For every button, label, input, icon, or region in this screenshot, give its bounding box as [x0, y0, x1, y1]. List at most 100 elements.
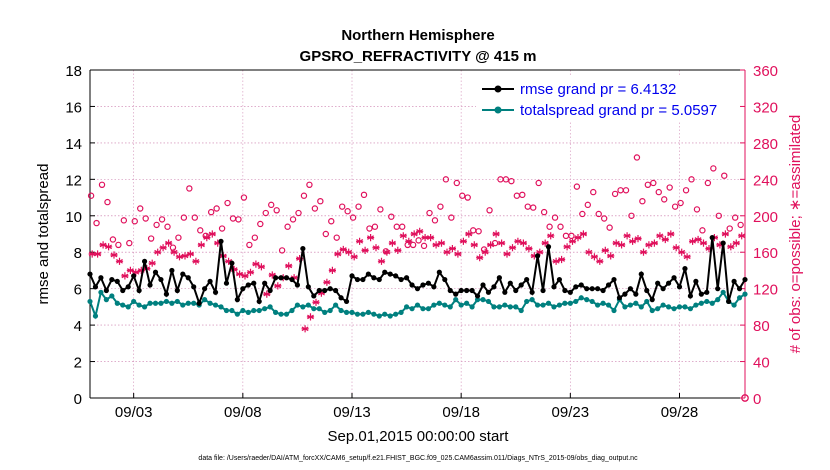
totalspread-point [578, 295, 584, 301]
totalspread-point [622, 304, 628, 310]
totalspread-point [349, 309, 355, 315]
totalspread-point [442, 302, 448, 308]
rmse-point [556, 276, 563, 283]
obs-possible-point [606, 224, 613, 231]
obs-possible-point [273, 207, 280, 214]
y2-tick-label: 200 [753, 209, 778, 226]
totalspread-point [333, 302, 339, 308]
obs-possible-point [655, 188, 662, 196]
totalspread-point [229, 307, 235, 314]
obs-possible-point [93, 219, 100, 227]
totalspread-point [262, 306, 268, 312]
rmse-point [578, 282, 584, 288]
rmse-point [736, 286, 743, 292]
obs-assimilated-point [492, 230, 500, 238]
totalspread-point [414, 302, 421, 308]
rmse-point [229, 260, 235, 266]
obs-assimilated-point [377, 257, 386, 265]
series-totalspread [87, 289, 748, 320]
obs-assimilated-point [683, 253, 691, 261]
rmse-point [709, 235, 715, 241]
obs-possible-point [218, 225, 226, 232]
rmse-point [169, 267, 175, 274]
rmse-point [92, 284, 99, 290]
y-tick-label: 6 [74, 282, 82, 299]
obs-possible-point [600, 215, 608, 222]
obs-assimilated-point [257, 263, 265, 271]
obs-assimilated-point [508, 244, 517, 252]
obs-assimilated-point [470, 241, 478, 249]
rmse-point [202, 286, 208, 292]
obs-assimilated-point [481, 248, 489, 256]
obs-possible-point [142, 215, 149, 222]
obs-possible-point [131, 218, 138, 225]
rmse-point [524, 276, 530, 283]
y-tick-label: 16 [65, 99, 82, 116]
obs-assimilated-point [165, 239, 173, 247]
totalspread-point [485, 298, 492, 305]
totalspread-point [174, 298, 180, 305]
chart-subtitle: GPSRO_REFRACTIVITY @ 415 m [300, 48, 537, 65]
totalspread-point [393, 311, 399, 317]
obs-assimilated-point [661, 235, 669, 244]
obs-possible-point [262, 209, 269, 217]
rmse-point [665, 280, 672, 286]
y-tick-label: 14 [65, 136, 82, 153]
y-tick-label: 18 [65, 63, 82, 80]
rmse-point [464, 287, 470, 294]
obs-assimilated-point [427, 234, 435, 242]
rmse-point [420, 282, 426, 288]
totalspread-point [562, 300, 568, 306]
obs-assimilated-point [361, 246, 369, 254]
obs-assimilated-point [541, 239, 549, 247]
totalspread-point [272, 309, 279, 315]
obs-possible-point [115, 241, 122, 249]
obs-assimilated-point [290, 274, 298, 282]
totalspread-point [589, 298, 595, 305]
rmse-point [545, 244, 552, 250]
rmse-point [496, 275, 502, 281]
obs-assimilated-point [634, 235, 642, 243]
rmse-point [343, 298, 350, 305]
totalspread-point [600, 300, 606, 306]
rmse-point [338, 295, 344, 301]
y-tick-label: 8 [74, 245, 82, 262]
totalspread-point [234, 311, 240, 317]
obs-assimilated-point [525, 245, 533, 253]
totalspread-point [595, 302, 601, 308]
totalspread-point [671, 306, 677, 312]
obs-assimilated-point [197, 241, 205, 249]
obs-assimilated-point [716, 241, 724, 249]
obs-assimilated-point [410, 230, 418, 238]
rmse-point [371, 275, 377, 281]
y-axis-label: rmse and totalspread [35, 164, 52, 305]
totalspread-point [704, 298, 710, 305]
obs-possible-point [666, 184, 673, 191]
obs-possible-point [557, 223, 564, 230]
totalspread-point [207, 300, 213, 306]
obs-possible-point [741, 394, 749, 402]
obs-assimilated-point [225, 257, 233, 265]
rmse-point [120, 287, 126, 294]
totalspread-point [338, 307, 344, 314]
gridlines [90, 70, 745, 398]
y-tick-label: 10 [65, 209, 82, 226]
obs-possible-point [235, 216, 242, 223]
obs-possible-point [284, 223, 291, 230]
totalspread-point [409, 306, 415, 312]
obs-assimilated-point [563, 243, 571, 251]
obs-assimilated-point [312, 298, 320, 306]
totalspread-point [605, 302, 612, 308]
obs-assimilated-point [345, 248, 353, 256]
obs-assimilated-point [285, 262, 293, 270]
totalspread-point [649, 307, 655, 314]
x-tick-label: 09/18 [442, 404, 480, 421]
rmse-point [507, 280, 513, 286]
rmse-point [327, 286, 333, 292]
x-tick-label: 09/28 [661, 404, 699, 421]
rmse-point [278, 275, 284, 281]
totalspread-point [267, 304, 273, 310]
totalspread-point [398, 309, 404, 315]
rmse-point [453, 291, 459, 297]
rmse-point [333, 287, 339, 294]
